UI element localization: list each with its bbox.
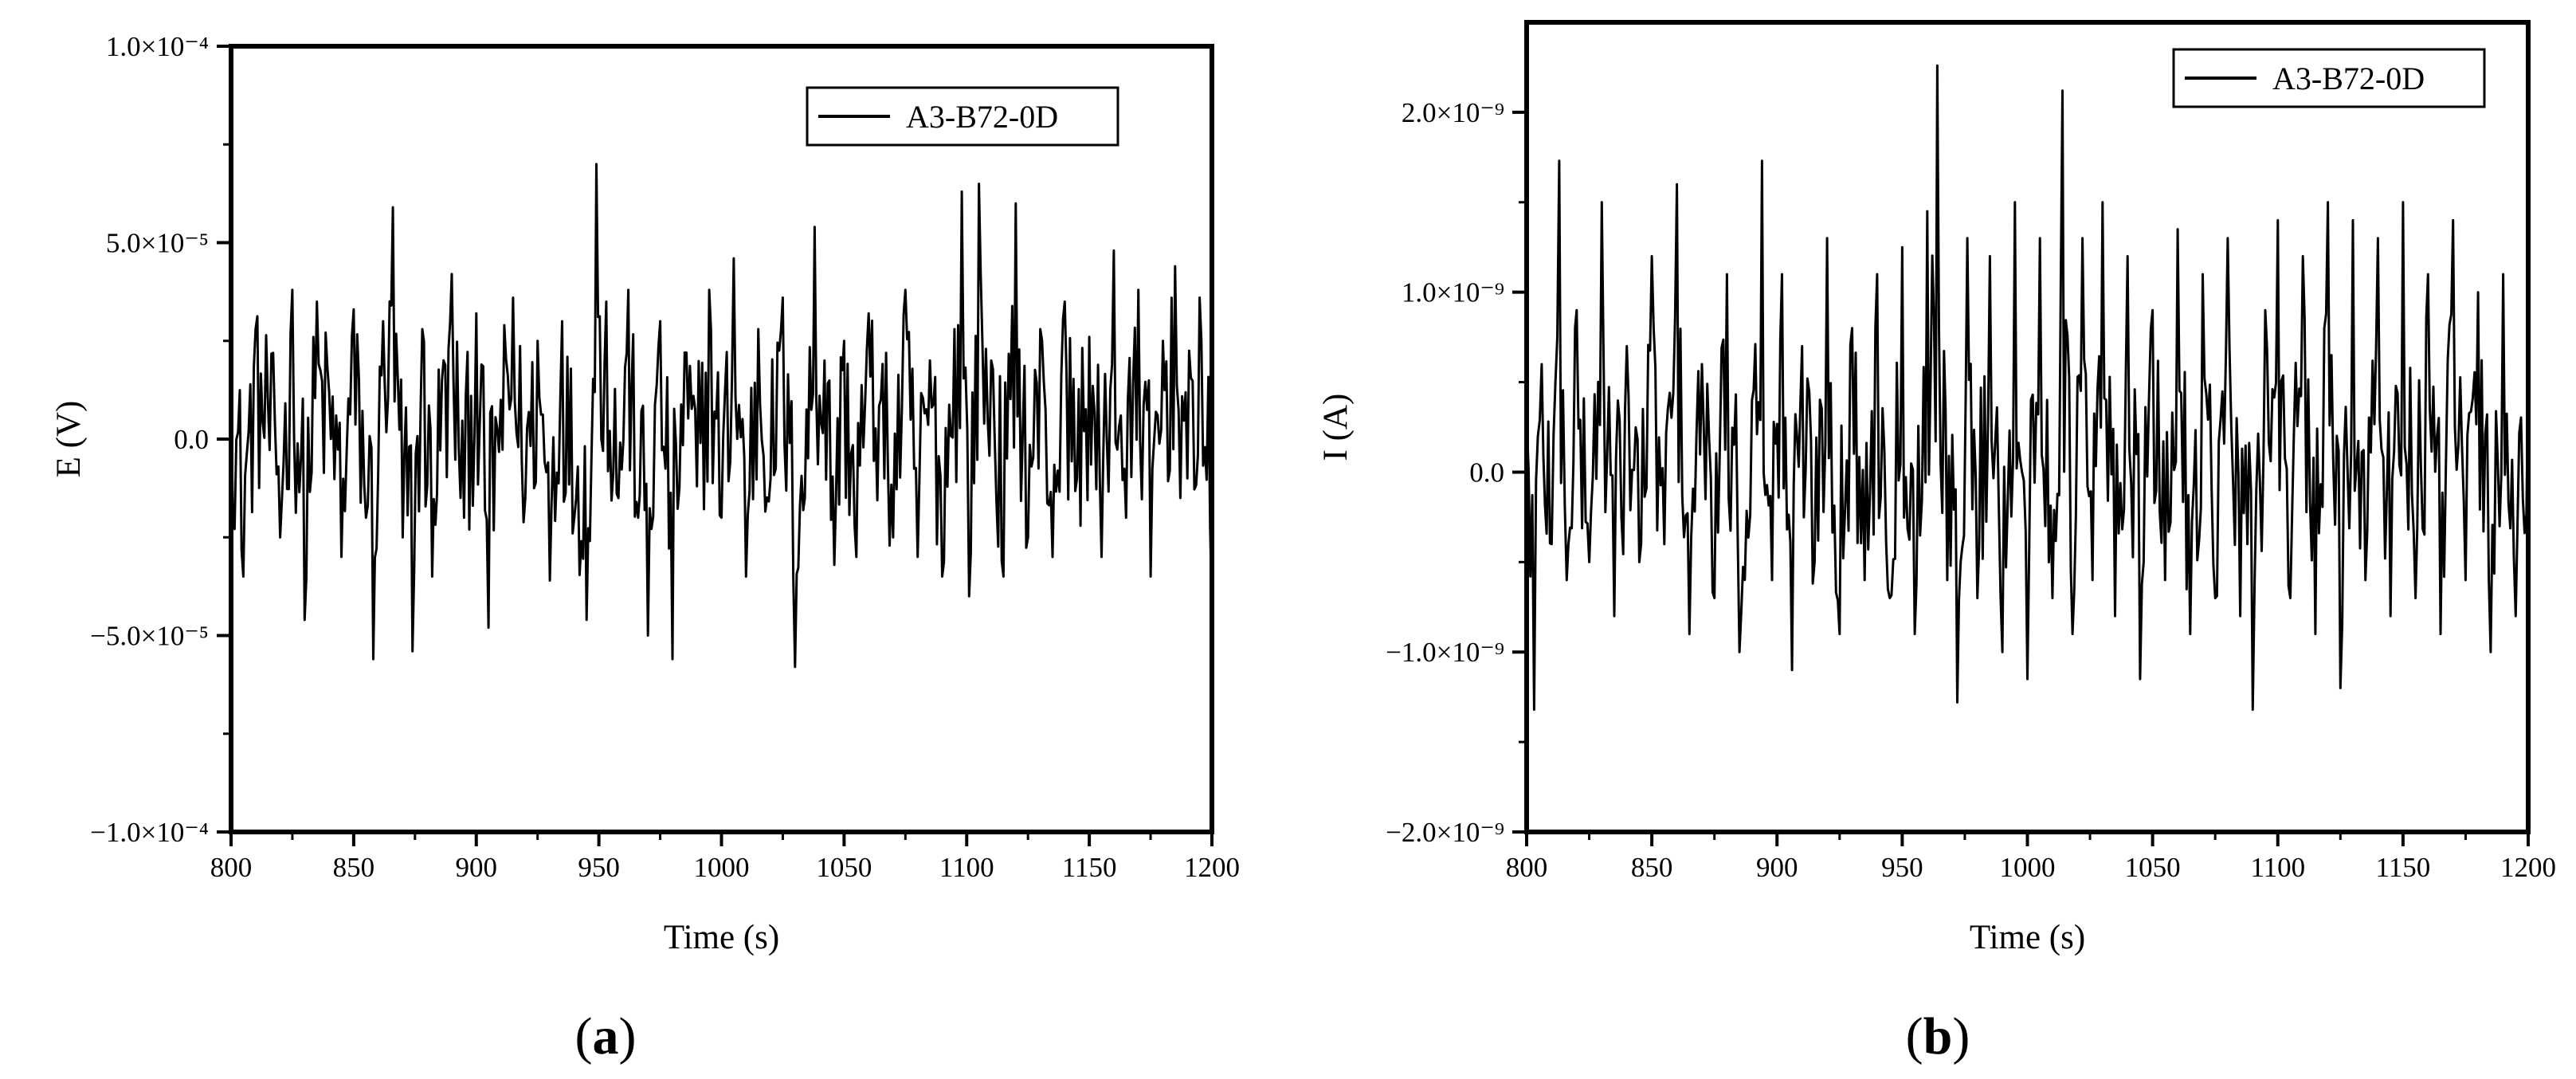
y-ticks-a: −1.0×10⁻⁴ −5.0×10⁻⁵ 0.0 5.0×10⁻⁵ 1.0×10⁻⁴ — [90, 31, 231, 848]
legend-label-a: A3-B72-0D — [906, 99, 1058, 135]
panel-label-b-close: ) — [1952, 1007, 1970, 1065]
x-ticks-b: 800 850 900 950 1000 1050 1100 1150 1200 — [1506, 832, 2556, 883]
x-axis-title-a: Time (s) — [664, 919, 779, 956]
x-tick-label-b-8: 1200 — [2500, 852, 2556, 883]
legend-b: A3-B72-0D — [2172, 48, 2486, 108]
y-tick-label-a-4: 1.0×10⁻⁴ — [106, 31, 209, 62]
y-ticks-b: −2.0×10⁻⁹ −1.0×10⁻⁹ 0.0 1.0×10⁻⁹ 2.0×10⁻⁹ — [1386, 97, 1527, 848]
y-tick-label-a-3: 5.0×10⁻⁵ — [106, 228, 209, 259]
x-tick-label-b-1: 850 — [1631, 852, 1673, 883]
y-tick-label-b-1: −1.0×10⁻⁹ — [1386, 637, 1504, 668]
y-tick-label-b-0: −2.0×10⁻⁹ — [1386, 817, 1504, 848]
x-tick-label-a-8: 1200 — [1184, 852, 1240, 883]
series-line-a — [229, 163, 1214, 669]
y-tick-label-b-4: 2.0×10⁻⁹ — [1402, 97, 1504, 128]
panel-label-a-open: ( — [575, 1007, 593, 1065]
y-tick-label-b-2: 0.0 — [1469, 457, 1504, 488]
y-tick-label-a-0: −1.0×10⁻⁴ — [90, 817, 209, 848]
panel-label-b-letter: b — [1923, 1007, 1953, 1065]
panel-label-a-letter: a — [593, 1007, 619, 1065]
legend-label-b: A3-B72-0D — [2272, 61, 2425, 96]
legend-box-a — [806, 86, 1119, 147]
series-b-layer — [1525, 64, 2530, 711]
y-tick-label-a-1: −5.0×10⁻⁵ — [90, 621, 209, 652]
x-tick-label-a-4: 1000 — [694, 852, 750, 883]
x-ticks-a: 800 850 900 950 1000 1050 1100 1150 1200 — [210, 832, 1240, 883]
x-tick-label-b-0: 800 — [1506, 852, 1548, 883]
x-tick-label-b-5: 1050 — [2125, 852, 2181, 883]
legend-a: A3-B72-0D — [806, 86, 1119, 147]
x-tick-label-a-1: 850 — [333, 852, 375, 883]
chart-panel-a: 800 850 900 950 1000 1050 1100 1150 1200 −1.0×10… — [50, 31, 1240, 1065]
x-tick-label-a-6: 1100 — [939, 852, 994, 883]
y-tick-label-b-3: 1.0×10⁻⁹ — [1402, 277, 1504, 308]
x-axis-title-b: Time (s) — [1970, 919, 2085, 956]
series-line-b — [1525, 64, 2530, 711]
y-tick-label-a-2: 0.0 — [174, 424, 209, 455]
panel-label-b-open: ( — [1906, 1007, 1923, 1065]
panel-label-a-close: ) — [619, 1007, 637, 1065]
plot-frame-b — [1524, 20, 2531, 834]
chart-panel-b: 800 850 900 950 1000 1050 1100 1150 1200 −2.0×10… — [1317, 20, 2556, 1065]
x-tick-label-b-7: 1150 — [2376, 852, 2431, 883]
x-tick-label-a-7: 1150 — [1062, 852, 1117, 883]
x-tick-label-a-0: 800 — [210, 852, 253, 883]
x-tick-label-b-4: 1000 — [2000, 852, 2056, 883]
y-axis-title-b: I (A) — [1317, 394, 1355, 461]
x-tick-label-b-2: 900 — [1756, 852, 1798, 883]
x-tick-label-b-6: 1100 — [2250, 852, 2305, 883]
y-axis-title-a: E (V) — [50, 401, 88, 478]
x-tick-label-a-5: 1050 — [816, 852, 872, 883]
panel-label-b: (b) — [1906, 1007, 1970, 1065]
series-a-layer — [229, 163, 1214, 669]
x-tick-label-b-3: 950 — [1881, 852, 1923, 883]
x-tick-label-a-3: 950 — [578, 852, 620, 883]
panel-label-a: (a) — [575, 1007, 637, 1065]
x-tick-label-a-2: 900 — [456, 852, 498, 883]
